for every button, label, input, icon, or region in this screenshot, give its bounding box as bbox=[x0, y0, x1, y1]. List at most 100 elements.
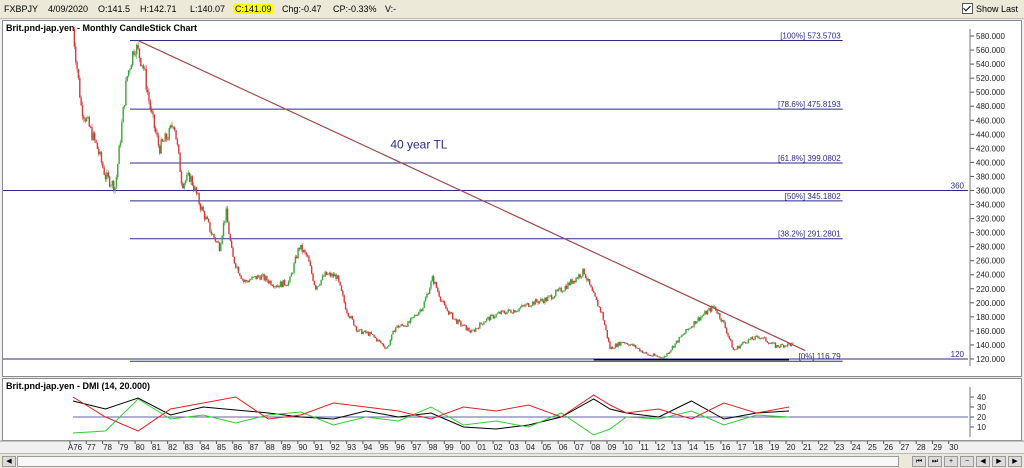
candle-body bbox=[457, 319, 459, 324]
candle-body bbox=[677, 340, 679, 343]
candle-body bbox=[252, 276, 255, 278]
candle-body bbox=[555, 290, 557, 297]
candle-body bbox=[635, 344, 637, 348]
scroll-forward-icon[interactable]: ▶ bbox=[992, 456, 1006, 467]
candle-body bbox=[711, 306, 713, 312]
scroll-right-icon[interactable]: ▶ bbox=[1008, 456, 1022, 467]
candle-body bbox=[339, 281, 341, 286]
x-tick-label: 05 bbox=[542, 443, 551, 452]
show-last-toggle[interactable]: Show Last bbox=[961, 3, 1018, 14]
candle-body bbox=[245, 280, 248, 282]
candle-body bbox=[742, 341, 744, 344]
candle-body bbox=[776, 345, 778, 348]
candle-body bbox=[197, 193, 199, 195]
candle-body bbox=[621, 341, 623, 343]
scroll-first-icon[interactable]: ⏮ bbox=[912, 456, 926, 467]
candle-body bbox=[96, 142, 99, 149]
y-tick-label: 380.000 bbox=[976, 172, 1005, 181]
candle-body bbox=[313, 280, 316, 286]
fib-level-label: [50%] 345.1802 bbox=[785, 192, 842, 201]
candle-body bbox=[654, 353, 656, 356]
candle-body bbox=[229, 234, 232, 241]
scroll-last-icon[interactable]: ⏭ bbox=[928, 456, 942, 467]
candle-body bbox=[772, 342, 774, 344]
candle-body bbox=[186, 174, 188, 181]
candle-body bbox=[641, 350, 644, 354]
candle-body bbox=[184, 180, 187, 184]
scroll-thumb[interactable] bbox=[17, 456, 899, 467]
x-tick-label: 85 bbox=[217, 443, 226, 452]
candle-body bbox=[296, 256, 298, 259]
candle-body bbox=[309, 261, 312, 267]
candle-body bbox=[323, 275, 325, 277]
candle-body bbox=[466, 327, 469, 331]
candle-body bbox=[159, 145, 161, 154]
candle-body bbox=[747, 339, 750, 343]
candle-body bbox=[371, 334, 374, 335]
candle-body bbox=[470, 330, 473, 333]
candle-body bbox=[472, 329, 474, 331]
main-chart-panel[interactable]: Brit.pnd-jap.yen - Monthly CandleStick C… bbox=[2, 20, 1022, 377]
candle-body bbox=[651, 355, 653, 357]
zoom-out-icon[interactable]: − bbox=[960, 456, 974, 467]
x-tick-label: 90 bbox=[298, 443, 307, 452]
candle-body bbox=[405, 325, 408, 327]
candle-body bbox=[79, 77, 81, 98]
candle-body bbox=[201, 206, 203, 210]
y-tick-label: 420.000 bbox=[976, 144, 1005, 153]
candle-body bbox=[598, 306, 600, 308]
candle-body bbox=[461, 325, 463, 327]
candle-body bbox=[329, 273, 332, 277]
candle-body bbox=[660, 357, 663, 359]
candle-body bbox=[145, 69, 147, 90]
scroll-back-icon[interactable]: ◀ bbox=[976, 456, 990, 467]
horizontal-scrollbar[interactable]: ◀ ⏮ ⏭ + − ◀ ▶ ▶ bbox=[0, 453, 1024, 468]
trendline-40-year bbox=[137, 39, 806, 352]
candle-body bbox=[290, 273, 293, 277]
candle-body bbox=[353, 319, 355, 326]
candle-body bbox=[236, 266, 238, 268]
dmi-panel[interactable]: Brit.pnd-jap.yen - DMI (14, 20.000) 10 20… bbox=[2, 378, 1022, 441]
candle-body bbox=[668, 351, 671, 354]
candle-body bbox=[679, 336, 682, 338]
candle-body bbox=[384, 346, 386, 349]
candle-body bbox=[781, 344, 783, 346]
candle-body bbox=[399, 326, 401, 328]
candle-body bbox=[416, 315, 419, 316]
candle-body bbox=[102, 162, 104, 168]
candle-body bbox=[73, 29, 76, 47]
candle-body bbox=[633, 344, 636, 347]
y-tick-label: 500.000 bbox=[976, 88, 1005, 97]
candle-body bbox=[254, 276, 256, 277]
candle-body bbox=[110, 185, 112, 187]
checkbox-icon[interactable] bbox=[961, 3, 973, 14]
candle-body bbox=[435, 281, 438, 288]
volume-label: V:- bbox=[385, 4, 397, 14]
candle-body bbox=[277, 285, 279, 288]
candle-body bbox=[644, 352, 646, 354]
candle-body bbox=[365, 330, 367, 334]
candle-body bbox=[95, 139, 97, 143]
candle-body bbox=[334, 274, 336, 277]
quote-bar: FXBPJY 4/09/2020 O:141.5 H:142.71 L:140.… bbox=[0, 0, 1024, 19]
zoom-in-icon[interactable]: + bbox=[944, 456, 958, 467]
candle-body bbox=[198, 193, 200, 204]
candle-body bbox=[595, 296, 598, 300]
candle-body bbox=[667, 353, 670, 355]
dmi-series-di-line bbox=[72, 394, 790, 432]
candle-body bbox=[232, 247, 234, 257]
candle-body bbox=[167, 139, 169, 141]
candle-body bbox=[542, 300, 545, 304]
candle-body bbox=[378, 339, 381, 342]
x-tick-label: 93 bbox=[347, 443, 356, 452]
x-tick-label: 22 bbox=[819, 443, 828, 452]
fib-level-label: [38.2%] 291.2801 bbox=[778, 230, 841, 239]
candle-body bbox=[485, 318, 488, 322]
candle-body bbox=[746, 342, 748, 344]
candle-body bbox=[366, 332, 368, 334]
candle-body bbox=[540, 298, 542, 302]
x-tick-label: 20 bbox=[787, 443, 796, 452]
candle-body bbox=[412, 316, 415, 318]
scroll-left-icon[interactable]: ◀ bbox=[2, 456, 16, 467]
candle-body bbox=[469, 331, 472, 333]
